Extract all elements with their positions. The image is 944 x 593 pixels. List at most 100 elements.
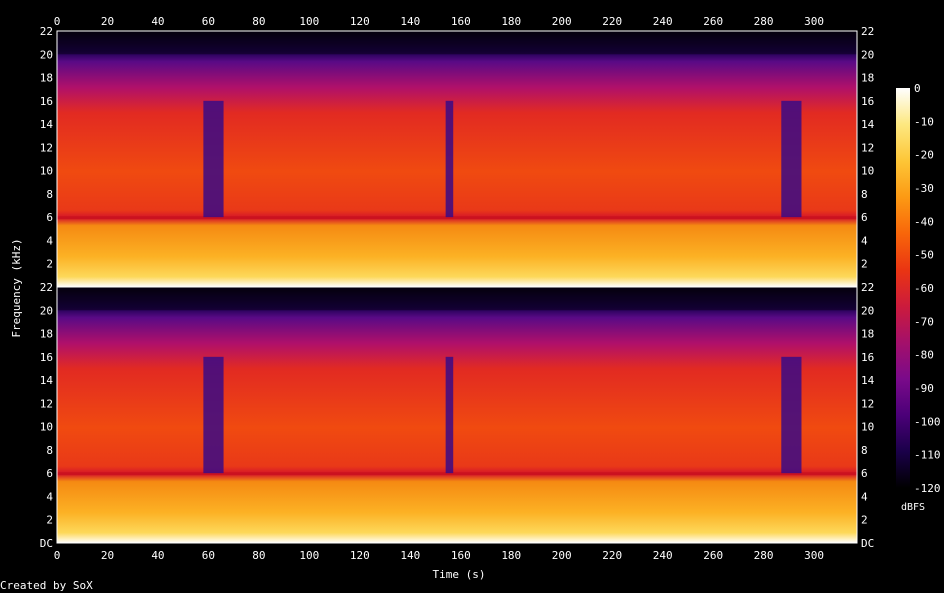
y-tick-label-right: 4	[861, 234, 868, 247]
colorbar	[896, 88, 910, 488]
y-tick-label-left: 4	[46, 234, 53, 247]
x-tick-label-top: 100	[299, 15, 319, 28]
y-tick-label-right: 6	[861, 211, 868, 224]
x-tick-label-bottom: 100	[299, 549, 319, 562]
x-tick-label-top: 300	[804, 15, 824, 28]
y-tick-label-left: 8	[46, 444, 53, 457]
high-frequency-region	[57, 31, 857, 55]
quiet-gap-2-2	[445, 356, 454, 474]
y-tick-label-left: 10	[40, 421, 53, 434]
colorbar-tick-label: -10	[914, 115, 934, 128]
panel-frame-2	[56, 286, 858, 544]
x-tick-label-bottom: 20	[101, 549, 114, 562]
x-tick-label-top: 60	[202, 15, 215, 28]
x-tick-label-bottom: 80	[252, 549, 265, 562]
x-tick-label-bottom: 0	[54, 549, 61, 562]
spectrogram-panels	[57, 31, 857, 543]
y-tick-label-right: 2	[861, 258, 868, 271]
x-tick-label-top: 280	[754, 15, 774, 28]
y-tick-label-left: 22	[40, 281, 53, 294]
y-tick-label-right: 8	[861, 188, 868, 201]
quiet-gap-1-2	[445, 100, 454, 218]
y-tick-label-right: 20	[861, 48, 874, 61]
spectrogram-channel-1	[57, 31, 857, 287]
colorbar-tick-label: -120	[914, 482, 941, 495]
colorbar-tick-label: -50	[914, 249, 934, 262]
y-tick-label-right: 2	[861, 514, 868, 527]
y-tick-label-right: 14	[861, 374, 875, 387]
x-tick-label-top: 180	[501, 15, 521, 28]
spectrogram-channel-2	[57, 287, 857, 543]
y-tick-label-right: 12	[861, 397, 874, 410]
x-tick-label-top: 140	[400, 15, 420, 28]
colorbar-ticks: 0 -10 -20 -30 -40 -50 -60 -70 -80 -90 -100 -110 -120	[914, 82, 941, 495]
x-tick-label-bottom: 180	[501, 549, 521, 562]
y-tick-label-right: 10	[861, 421, 874, 434]
x-tick-label-top: 0	[54, 15, 61, 28]
y-tick-label-left: 16	[40, 95, 53, 108]
quiet-gap-1-3	[781, 100, 802, 218]
y-tick-label-left: 8	[46, 188, 53, 201]
y-tick-label-right: 22	[861, 281, 874, 294]
x-tick-label-bottom: 160	[451, 549, 471, 562]
colorbar-tick-label: -20	[914, 149, 934, 162]
colorbar-tick-label: -40	[914, 215, 934, 228]
spectral-band-line	[57, 216, 857, 220]
colorbar-tick-label: -80	[914, 349, 934, 362]
y-tick-label-left: 18	[40, 328, 53, 341]
y-tick-label-left: 20	[40, 304, 53, 317]
y-tick-label-left: DC	[40, 537, 53, 550]
x-tick-label-bottom: 260	[703, 549, 723, 562]
y-tick-label-right: 18	[861, 328, 874, 341]
y-tick-label-left: 12	[40, 397, 53, 410]
y-tick-label-left: 4	[46, 490, 53, 503]
high-frequency-region	[57, 287, 857, 311]
x-axis-label: Time (s)	[433, 568, 486, 581]
y-axis-label: Frequency (kHz)	[10, 238, 23, 337]
y-tick-label-left: 14	[40, 118, 54, 131]
y-tick-label-right: 8	[861, 444, 868, 457]
colorbar-tick-label: -70	[914, 315, 934, 328]
y-tick-label-right: 18	[861, 72, 874, 85]
colorbar-tick-label: -100	[914, 415, 941, 428]
y-tick-label-left: 12	[40, 141, 53, 154]
y-tick-label-left: 18	[40, 72, 53, 85]
quiet-gap-2-3	[781, 356, 802, 474]
x-tick-label-bottom: 120	[350, 549, 370, 562]
y-tick-label-left: 6	[46, 211, 53, 224]
quiet-gap-1-1	[203, 100, 224, 218]
x-tick-label-bottom: 280	[754, 549, 774, 562]
spectral-band-line	[57, 472, 857, 476]
y-tick-label-left: 20	[40, 48, 53, 61]
y-tick-label-right: 22	[861, 25, 874, 38]
x-tick-label-top: 260	[703, 15, 723, 28]
x-tick-label-top: 220	[602, 15, 622, 28]
x-tick-label-top: 160	[451, 15, 471, 28]
y-tick-label-right: 14	[861, 118, 875, 131]
x-tick-label-top: 40	[151, 15, 164, 28]
y-tick-label-left: 6	[46, 467, 53, 480]
x-tick-label-top: 120	[350, 15, 370, 28]
colorbar-tick-label: -110	[914, 449, 941, 462]
y-tick-label-left: 22	[40, 25, 53, 38]
colorbar-tick-label: -30	[914, 182, 934, 195]
y-tick-label-left: 2	[46, 514, 53, 527]
credit-text: Created by SoX	[0, 579, 93, 592]
y-tick-label-left: 10	[40, 165, 53, 178]
y-tick-label-right: 6	[861, 467, 868, 480]
colorbar-tick-label: -60	[914, 282, 934, 295]
y-tick-label-right: 16	[861, 351, 874, 364]
colorbar-tick-label: 0	[914, 82, 921, 95]
y-tick-label-left: 2	[46, 258, 53, 271]
quiet-gap-2-1	[203, 356, 224, 474]
x-tick-label-top: 80	[252, 15, 265, 28]
x-tick-label-bottom: 240	[653, 549, 673, 562]
y-tick-label-right: DC	[861, 537, 874, 550]
y-tick-label-right: 20	[861, 304, 874, 317]
colorbar-label: dBFS	[901, 502, 925, 513]
y-tick-label-right: 10	[861, 165, 874, 178]
colorbar-tick-label: -90	[914, 382, 934, 395]
x-tick-label-bottom: 60	[202, 549, 215, 562]
